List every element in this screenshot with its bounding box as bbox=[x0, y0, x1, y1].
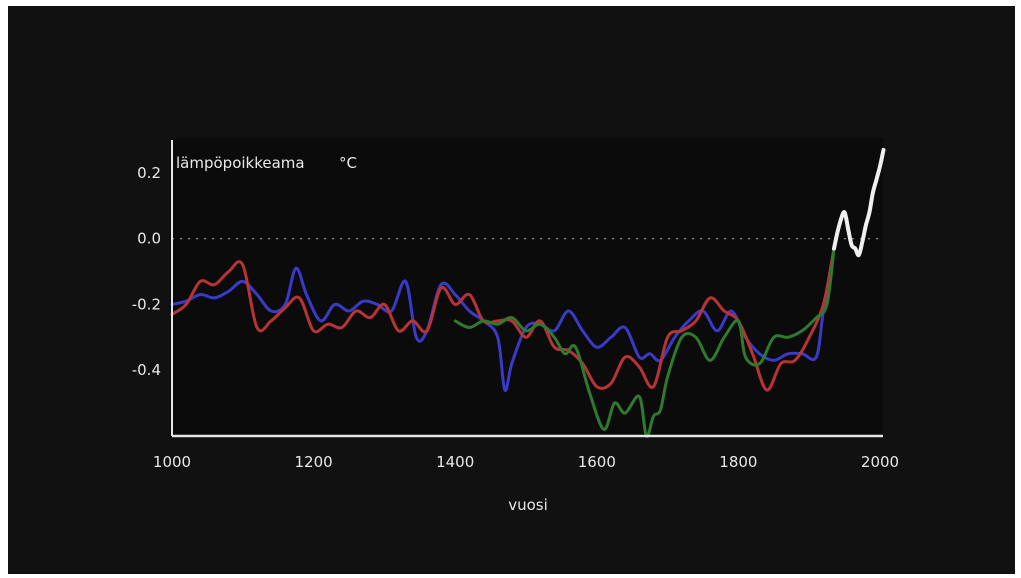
y-axis-unit-text: °C bbox=[339, 154, 357, 172]
x-tick-label: 1400 bbox=[436, 453, 474, 471]
series-line-4 bbox=[832, 147, 886, 258]
y-tick-label: 0.0 bbox=[137, 230, 161, 248]
y-tick-label: -0.2 bbox=[132, 295, 161, 313]
series-line-1 bbox=[170, 247, 836, 393]
series-layer bbox=[170, 147, 886, 438]
series-line-3 bbox=[453, 247, 836, 438]
x-axis-title: vuosi bbox=[508, 496, 548, 514]
y-axis-unit: °C bbox=[339, 154, 357, 172]
y-axis-title-text: lämpöpoikkeama bbox=[176, 154, 305, 172]
x-axis-title-text: vuosi bbox=[508, 496, 548, 514]
tick-label-layer: 1000 1200 1400 1600 1800 2000 0.2 0.0 -0.2 -0.4 bbox=[132, 164, 899, 471]
y-axis-title: lämpöpoikkeama bbox=[176, 154, 305, 172]
x-tick-label: 1000 bbox=[153, 453, 191, 471]
y-tick-label: -0.4 bbox=[132, 361, 161, 379]
x-tick-label: 2000 bbox=[861, 453, 899, 471]
x-tick-label: 1600 bbox=[578, 453, 616, 471]
y-tick-label: 0.2 bbox=[137, 164, 161, 182]
x-tick-label: 1800 bbox=[719, 453, 757, 471]
x-tick-label: 1200 bbox=[295, 453, 333, 471]
